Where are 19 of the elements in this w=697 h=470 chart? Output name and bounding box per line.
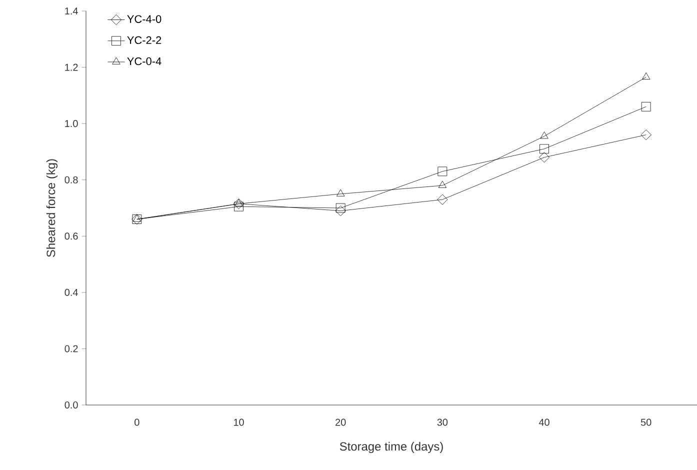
x-tick-label: 20: [336, 418, 346, 426]
legend-label: YC-4-0: [127, 15, 162, 23]
y-tick-label: 1.0: [65, 120, 78, 128]
x-tick-label: 50: [640, 418, 652, 426]
y-tick-label: 0.8: [64, 176, 78, 184]
y-tick-label: 0.0: [64, 401, 78, 409]
legend-label: YC-2-2: [127, 36, 162, 44]
y-tick-label: 1.4: [65, 8, 78, 14]
y-axis-title: Sheared force (kg): [46, 159, 58, 257]
x-tick-label: 10: [234, 418, 244, 426]
x-tick-label: 30: [437, 418, 448, 426]
x-tick-label: 40: [538, 418, 550, 426]
y-tick-label: 1.2: [65, 64, 78, 71]
x-tick-label: 0: [134, 418, 140, 426]
y-tick-label: 0.6: [64, 232, 78, 240]
y-tick-label: 0.4: [64, 288, 78, 296]
legend-label: YC-0-4: [127, 57, 162, 66]
y-tick-label: 0.2: [64, 345, 78, 352]
x-axis-title: Storage time (days): [340, 442, 443, 454]
